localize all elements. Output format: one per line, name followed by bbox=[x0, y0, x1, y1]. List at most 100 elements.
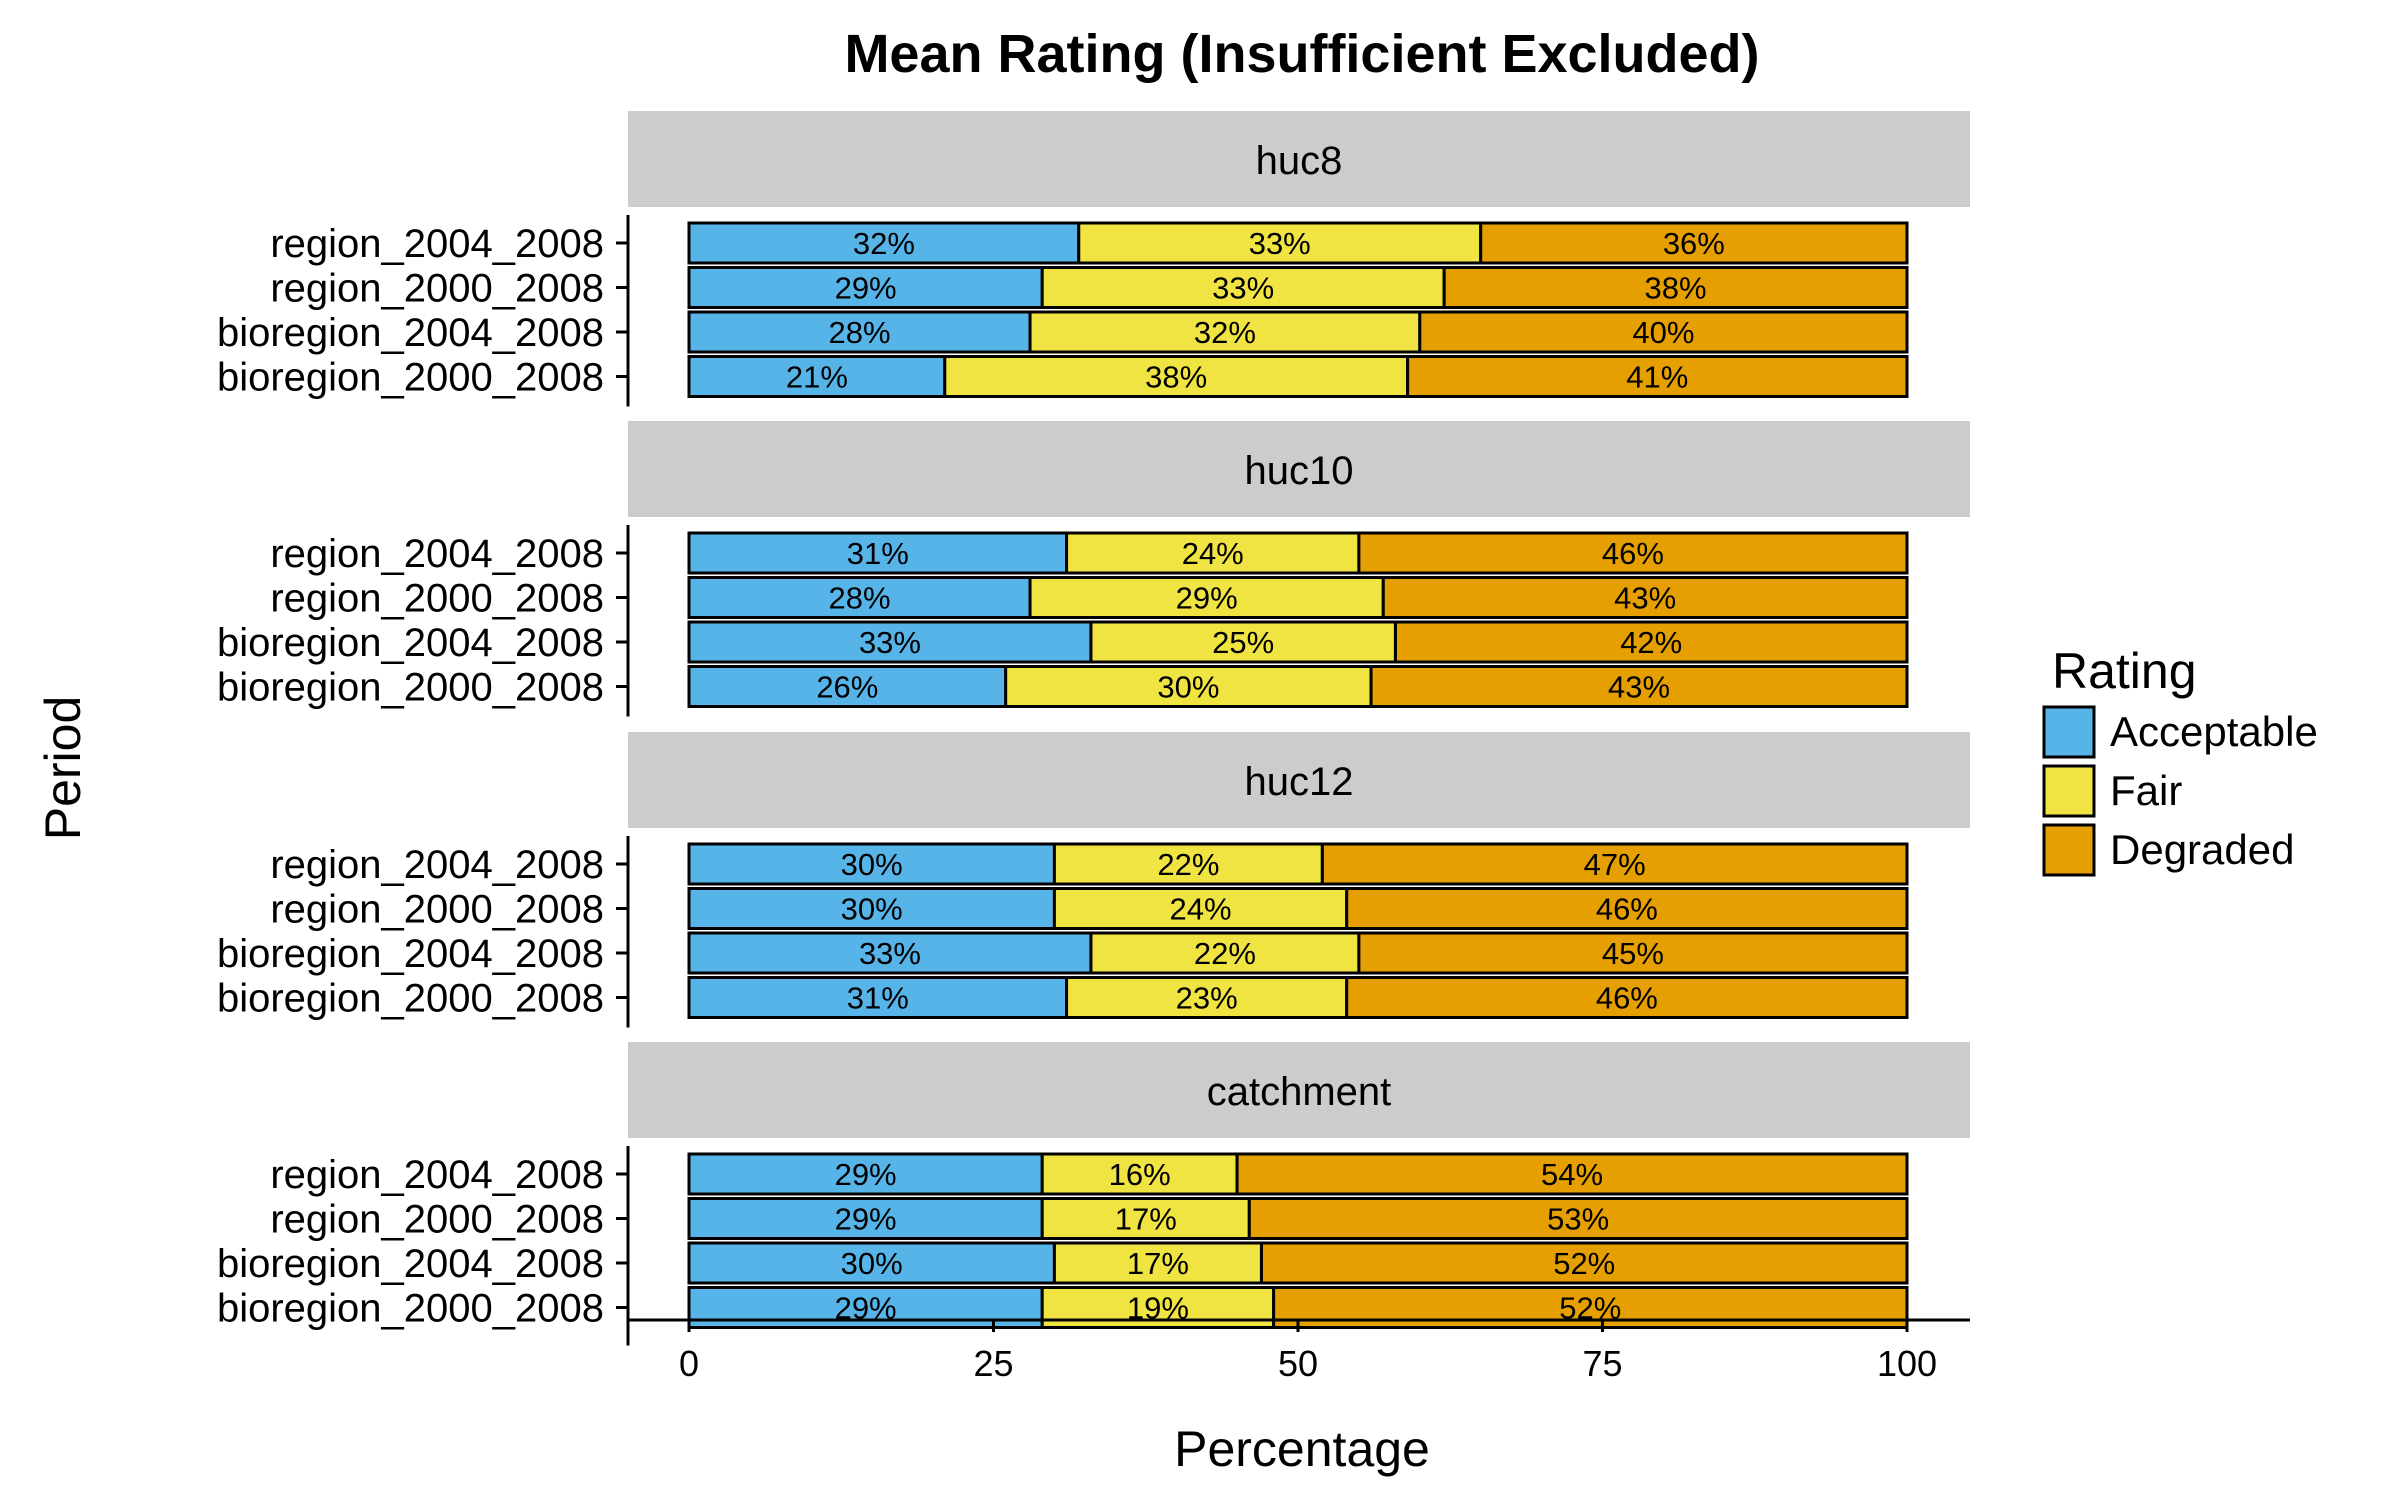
y-tick-label: region_2004_2008 bbox=[270, 843, 604, 887]
data-label: 31% bbox=[847, 536, 909, 571]
bar-segment-acceptable bbox=[687, 266, 1044, 309]
y-tick-label: bioregion_2004_2008 bbox=[217, 1242, 604, 1286]
data-label: 33% bbox=[1212, 271, 1274, 306]
y-tick-label: region_2000_2008 bbox=[270, 267, 604, 311]
bar-segment-degraded bbox=[1345, 887, 1909, 930]
legend-swatch-degraded bbox=[2042, 823, 2096, 877]
y-axis-title: Period bbox=[35, 696, 91, 841]
facet-strip-label: catchment bbox=[1207, 1070, 1392, 1114]
x-axis-title: Percentage bbox=[1174, 1421, 1430, 1477]
x-tick-label: 100 bbox=[1877, 1343, 1937, 1384]
legend-label: Fair bbox=[2110, 767, 2182, 814]
facet-strip bbox=[628, 421, 1970, 517]
data-label: 30% bbox=[1157, 670, 1219, 705]
data-label: 16% bbox=[1109, 1157, 1171, 1192]
data-label: 29% bbox=[1176, 581, 1238, 616]
facet-strip-label: huc10 bbox=[1245, 449, 1354, 493]
facet-panel-huc12: huc12 region_2004_2008 30% 22% 47% region_200… bbox=[217, 732, 1970, 1028]
data-label: 42% bbox=[1620, 625, 1682, 660]
bar-segment-degraded bbox=[1381, 576, 1909, 619]
bar-segment-degraded bbox=[1320, 842, 1909, 886]
data-label: 26% bbox=[816, 670, 878, 705]
legend-title: Rating bbox=[2052, 643, 2197, 699]
data-label: 17% bbox=[1127, 1246, 1189, 1281]
data-label: 33% bbox=[859, 625, 921, 660]
bar-segment-fair bbox=[1089, 931, 1361, 975]
data-label: 30% bbox=[841, 892, 903, 927]
legend-label: Degraded bbox=[2110, 826, 2294, 873]
data-label: 30% bbox=[841, 847, 903, 882]
data-label: 29% bbox=[835, 1157, 897, 1192]
bar-segment-fair bbox=[1065, 976, 1349, 1019]
bar-segment-degraded bbox=[1393, 620, 1909, 664]
data-label: 23% bbox=[1176, 981, 1238, 1016]
data-label: 33% bbox=[1249, 226, 1311, 261]
bar-segment-fair bbox=[1089, 620, 1397, 664]
y-tick-label: region_2004_2008 bbox=[270, 532, 604, 576]
bar-segment-degraded bbox=[1442, 266, 1909, 309]
legend-label: Acceptable bbox=[2110, 708, 2318, 755]
bar-segment-acceptable bbox=[687, 931, 1093, 975]
y-tick-label: region_2000_2008 bbox=[270, 577, 604, 621]
bar-segment-degraded bbox=[1247, 1197, 1909, 1240]
data-label: 45% bbox=[1602, 936, 1664, 971]
y-tick-label: region_2000_2008 bbox=[270, 1198, 604, 1242]
data-label: 22% bbox=[1194, 936, 1256, 971]
data-label: 24% bbox=[1170, 892, 1232, 927]
facet-panels: huc8 region_2004_2008 32% 33% 36% region_2000… bbox=[217, 111, 1970, 1346]
y-tick-label: bioregion_2004_2008 bbox=[217, 932, 604, 976]
bar-segment-degraded bbox=[1345, 976, 1909, 1019]
data-label: 21% bbox=[786, 360, 848, 395]
data-label: 17% bbox=[1115, 1202, 1177, 1237]
bar-segment-fair bbox=[1052, 1241, 1263, 1285]
bar-segment-degraded bbox=[1357, 931, 1909, 975]
legend-swatch-fair bbox=[2042, 764, 2096, 818]
data-label: 28% bbox=[828, 581, 890, 616]
facet-strip bbox=[628, 1042, 1970, 1138]
x-tick-label: 25 bbox=[973, 1343, 1013, 1384]
y-tick-label: region_2004_2008 bbox=[270, 1153, 604, 1197]
legend: Rating Acceptable Fair Degraded bbox=[2042, 643, 2318, 877]
bar-segment-degraded bbox=[1259, 1241, 1909, 1285]
facet-strip-label: huc8 bbox=[1256, 139, 1343, 183]
bar-segment-acceptable bbox=[687, 620, 1093, 664]
y-tick-label: bioregion_2004_2008 bbox=[217, 311, 604, 355]
bar-segment-acceptable bbox=[687, 842, 1056, 886]
bar-segment-degraded bbox=[1406, 355, 1909, 398]
data-label: 29% bbox=[835, 271, 897, 306]
y-tick-label: region_2000_2008 bbox=[270, 888, 604, 932]
data-label: 28% bbox=[828, 315, 890, 350]
y-tick-label: bioregion_2000_2008 bbox=[217, 666, 604, 710]
bar-segment-fair bbox=[1040, 266, 1446, 309]
data-label: 43% bbox=[1608, 670, 1670, 705]
data-label: 32% bbox=[1194, 315, 1256, 350]
facet-panel-huc10: huc10 region_2004_2008 31% 24% 46% region_200… bbox=[217, 421, 1970, 717]
x-axis: 0 25 50 75 100 bbox=[628, 1318, 1970, 1384]
bar-segment-acceptable bbox=[687, 1152, 1044, 1196]
data-label: 52% bbox=[1553, 1246, 1615, 1281]
bar-segment-degraded bbox=[1235, 1152, 1909, 1196]
y-tick-label: bioregion_2000_2008 bbox=[217, 1287, 604, 1331]
data-label: 47% bbox=[1584, 847, 1646, 882]
x-tick-label: 0 bbox=[679, 1343, 699, 1384]
bar-segment-acceptable bbox=[687, 887, 1056, 930]
bar-segment-degraded bbox=[1418, 310, 1909, 354]
facet-panel-huc8: huc8 region_2004_2008 32% 33% 36% region_2000… bbox=[217, 111, 1970, 407]
bar-segment-fair bbox=[1004, 665, 1373, 708]
bar-segment-degraded bbox=[1369, 665, 1909, 708]
data-label: 29% bbox=[835, 1202, 897, 1237]
data-label: 32% bbox=[853, 226, 915, 261]
data-label: 30% bbox=[841, 1246, 903, 1281]
bar-segment-acceptable bbox=[687, 310, 1032, 354]
data-label: 43% bbox=[1614, 581, 1676, 616]
y-tick-label: bioregion_2000_2008 bbox=[217, 977, 604, 1021]
data-label: 31% bbox=[847, 981, 909, 1016]
x-tick-label: 75 bbox=[1582, 1343, 1622, 1384]
bar-segment-acceptable bbox=[687, 976, 1069, 1019]
data-label: 41% bbox=[1626, 360, 1688, 395]
facet-panel-catchment: catchment region_2004_2008 29% 16% 54% region… bbox=[217, 1042, 1970, 1346]
chart-title: Mean Rating (Insufficient Excluded) bbox=[844, 24, 1759, 84]
bar-segment-acceptable bbox=[687, 1197, 1044, 1240]
data-label: 53% bbox=[1547, 1202, 1609, 1237]
